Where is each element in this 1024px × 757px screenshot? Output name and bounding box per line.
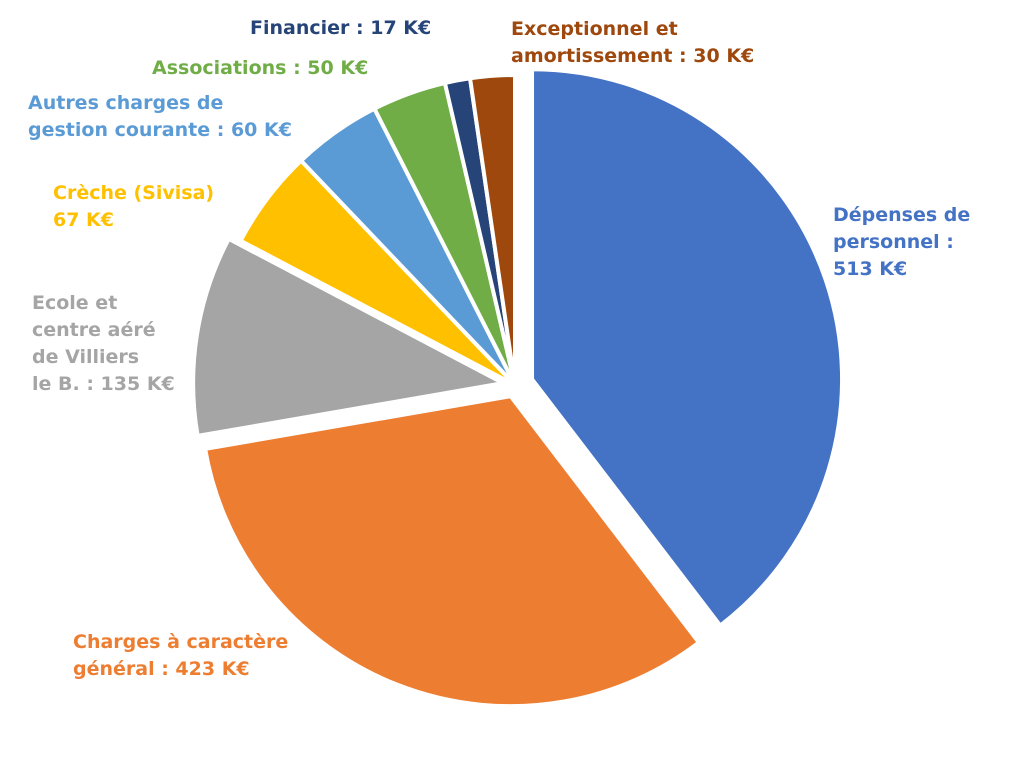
slice-label-creche: Crèche (Sivisa) 67 K€ (53, 182, 215, 231)
pie-slice-charges-a-caractere-general (203, 394, 701, 709)
slice-label-associations: Associations : 50 K€ (152, 57, 369, 79)
pie-slices (191, 67, 844, 709)
slice-label-autres-charges: Autres charges de gestion courante : 60 … (28, 92, 292, 141)
pie-slice-ecole-et-centre-aere-de-villiers-le-b (191, 236, 506, 438)
slice-label-exceptionnel: Exceptionnel et amortissement : 30 K€ (511, 18, 755, 67)
pie-slice-exceptionnel-et-amortissement (468, 73, 517, 387)
slice-label-charges-generales: Charges à caractère général : 423 K€ (73, 631, 289, 680)
slice-label-ecole-centre-aere: Ecole et centre aéré de Villiers le B. :… (32, 292, 175, 395)
pie-slice-depenses-de-personnel (530, 67, 844, 628)
slice-label-financier: Financier : 17 K€ (250, 17, 432, 39)
slice-label-depenses-personnel: Dépenses de personnel : 513 K€ (833, 204, 971, 280)
